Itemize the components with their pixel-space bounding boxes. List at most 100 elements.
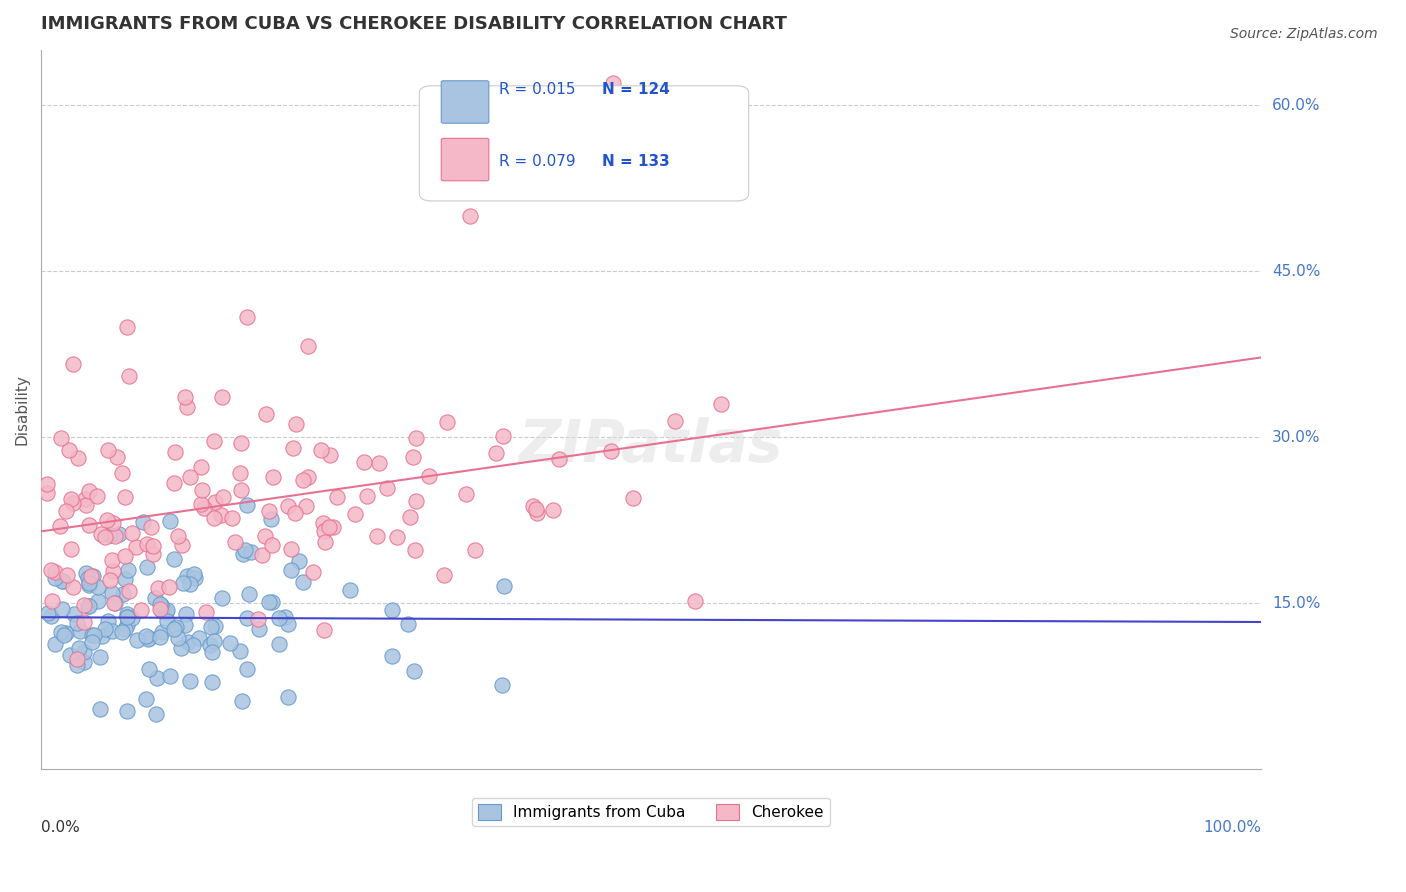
Point (59, 648, 82, 663)
Point (621, 491, 644, 505)
Point (65, 616, 87, 631)
Point (118, 368, 141, 383)
Point (115, 319, 138, 334)
Point (121, 526, 143, 541)
Point (87, 581, 110, 595)
Point (280, 542, 302, 557)
Point (276, 616, 298, 631)
Point (56, 567, 79, 582)
Point (433, 568, 456, 582)
Point (236, 310, 259, 324)
Point (167, 529, 190, 543)
Point (150, 624, 173, 639)
Point (163, 623, 186, 637)
Point (218, 635, 240, 649)
FancyBboxPatch shape (441, 138, 489, 181)
Point (402, 664, 425, 678)
Point (402, 450, 425, 464)
Text: IMMIGRANTS FROM CUBA VS CHEROKEE DISABILITY CORRELATION CHART: IMMIGRANTS FROM CUBA VS CHEROKEE DISABIL… (41, 15, 787, 33)
Point (418, 469, 440, 483)
Point (319, 448, 342, 462)
Text: N = 133: N = 133 (602, 153, 671, 169)
Point (114, 573, 136, 587)
Point (188, 631, 211, 645)
Point (94, 530, 117, 544)
Point (221, 511, 243, 525)
Point (269, 637, 291, 651)
Point (454, 487, 477, 501)
Point (35, 486, 58, 500)
Point (202, 434, 225, 448)
Point (111, 466, 134, 480)
Point (318, 520, 340, 534)
Point (274, 610, 297, 624)
Point (117, 607, 139, 621)
Point (314, 623, 336, 637)
Point (309, 443, 332, 458)
Text: 100.0%: 100.0% (1204, 820, 1261, 835)
Point (204, 618, 226, 632)
Point (167, 631, 190, 645)
Point (368, 456, 391, 470)
Point (62, 495, 84, 509)
Point (51, 624, 73, 639)
FancyBboxPatch shape (441, 81, 489, 123)
Point (150, 598, 173, 612)
Point (118, 584, 141, 599)
Point (314, 535, 336, 549)
Point (112, 587, 135, 601)
Point (231, 694, 253, 708)
Point (51, 602, 73, 616)
Text: 15.0%: 15.0% (1272, 596, 1320, 611)
Point (191, 483, 214, 498)
Point (375, 481, 398, 495)
Point (211, 591, 233, 605)
Point (405, 431, 427, 445)
Point (79, 484, 101, 499)
Point (96, 512, 118, 526)
Point (115, 610, 138, 624)
Point (77, 576, 100, 591)
Point (44, 571, 66, 585)
Point (165, 620, 187, 634)
Point (494, 579, 516, 593)
Point (149, 598, 172, 612)
Point (142, 539, 165, 553)
Point (83, 628, 105, 642)
Point (135, 537, 157, 551)
Point (277, 499, 299, 513)
Point (139, 520, 162, 534)
Point (80, 569, 103, 583)
Point (72, 645, 94, 659)
FancyBboxPatch shape (419, 86, 749, 201)
Text: 0.0%: 0.0% (41, 820, 80, 835)
Point (174, 618, 197, 632)
Point (121, 610, 143, 624)
Point (201, 674, 224, 689)
Point (77, 571, 100, 585)
Point (710, 397, 733, 411)
Point (683, 594, 706, 608)
Point (297, 470, 319, 484)
Point (491, 678, 513, 692)
Point (98, 573, 121, 587)
Point (117, 563, 139, 577)
Point (41, 563, 63, 577)
Point (541, 502, 564, 516)
Point (262, 538, 284, 552)
Point (173, 390, 195, 404)
Point (62, 580, 84, 594)
Point (97, 615, 120, 629)
Point (524, 502, 547, 516)
Point (176, 569, 198, 583)
Point (101, 553, 124, 567)
Point (75, 566, 97, 581)
Point (114, 549, 136, 564)
Point (89, 649, 111, 664)
Point (194, 605, 217, 619)
Point (602, 76, 624, 90)
Point (247, 622, 270, 636)
Point (201, 645, 224, 659)
Point (366, 529, 388, 543)
Point (664, 414, 686, 428)
